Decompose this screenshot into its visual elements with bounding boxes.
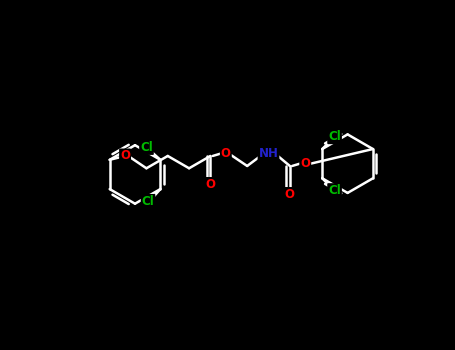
Text: O: O [120,149,130,162]
Text: Cl: Cl [140,141,153,154]
Text: Cl: Cl [142,195,154,208]
Text: O: O [300,157,310,170]
Text: O: O [205,178,215,191]
Text: O: O [285,188,295,201]
Text: O: O [221,147,231,160]
Text: Cl: Cl [328,184,341,197]
Text: NH: NH [258,147,278,160]
Text: Cl: Cl [328,130,341,143]
